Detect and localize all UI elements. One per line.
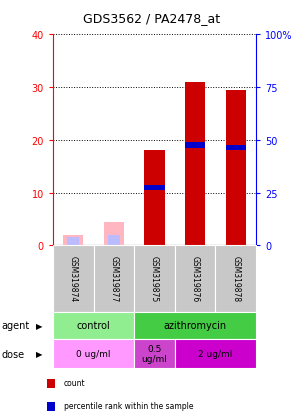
Bar xyxy=(145,185,165,190)
Bar xyxy=(108,235,120,246)
Text: GSM319874: GSM319874 xyxy=(69,256,78,302)
Bar xyxy=(67,238,79,246)
Bar xyxy=(145,151,165,246)
Text: ▶: ▶ xyxy=(36,321,42,330)
Text: GDS3562 / PA2478_at: GDS3562 / PA2478_at xyxy=(83,12,220,25)
Text: 2 ug/ml: 2 ug/ml xyxy=(198,349,233,358)
Text: GSM319876: GSM319876 xyxy=(191,256,200,302)
Bar xyxy=(225,90,246,246)
Text: GSM319877: GSM319877 xyxy=(109,256,118,302)
Text: 0.5
ug/ml: 0.5 ug/ml xyxy=(142,344,168,363)
Bar xyxy=(185,83,205,246)
Bar xyxy=(63,235,83,246)
Text: ▶: ▶ xyxy=(36,349,42,358)
Bar xyxy=(225,146,246,151)
Text: azithromycin: azithromycin xyxy=(164,320,227,331)
Text: control: control xyxy=(77,320,111,331)
Bar xyxy=(104,222,124,246)
Text: dose: dose xyxy=(2,349,25,359)
Text: percentile rank within the sample: percentile rank within the sample xyxy=(64,401,193,410)
Text: count: count xyxy=(64,379,85,387)
Bar xyxy=(185,143,205,148)
Text: 0 ug/ml: 0 ug/ml xyxy=(76,349,111,358)
Text: GSM319875: GSM319875 xyxy=(150,256,159,302)
Text: GSM319878: GSM319878 xyxy=(231,256,240,302)
Text: agent: agent xyxy=(2,320,30,331)
